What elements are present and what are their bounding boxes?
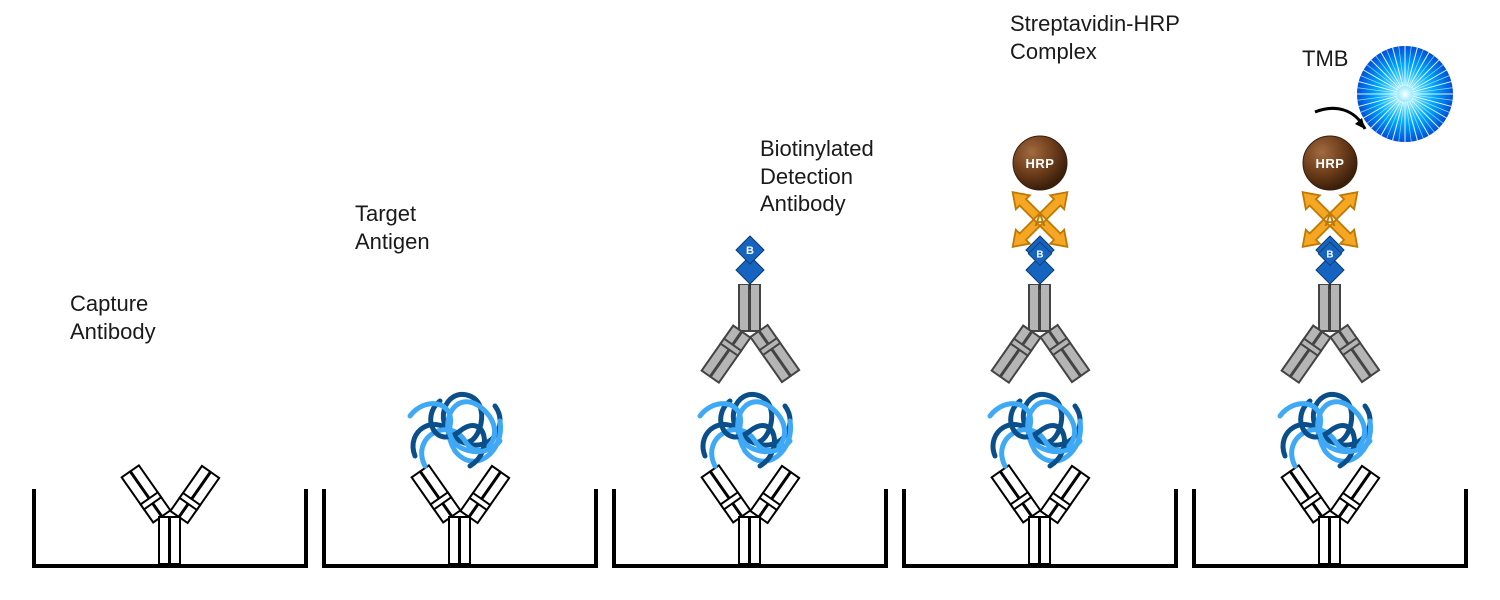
streptavidin-icon	[1285, 179, 1375, 269]
capture-label: Capture Antibody	[70, 290, 156, 345]
detect-icon	[690, 284, 810, 389]
antigen-icon	[1270, 381, 1390, 476]
antigen-icon	[690, 381, 810, 476]
antigen-label: Target Antigen	[355, 200, 430, 255]
detect-icon	[980, 284, 1100, 389]
antigen-icon	[980, 381, 1100, 476]
elisa-step-4: Streptavidin-HRP Complex	[900, 30, 1180, 570]
elisa-step-1: Capture Antibody	[30, 30, 310, 570]
hrp-icon	[1012, 135, 1068, 191]
antigen-icon	[400, 381, 520, 476]
savhrp-label: Streptavidin-HRP Complex	[1010, 10, 1180, 65]
tmb-icon	[1355, 44, 1455, 144]
elisa-step-3: Biotinylated Detection Antibody	[610, 30, 890, 570]
tmb-label: TMB	[1302, 45, 1348, 73]
capture-icon	[110, 459, 230, 564]
elisa-step-2: Target Antigen	[320, 30, 600, 570]
streptavidin-icon	[995, 179, 1085, 269]
detect-icon	[1270, 284, 1390, 389]
arrow-icon	[1310, 104, 1370, 144]
detect-label: Biotinylated Detection Antibody	[760, 135, 874, 218]
elisa-step-5: TMB	[1190, 30, 1470, 570]
biotin-icon	[730, 234, 770, 289]
